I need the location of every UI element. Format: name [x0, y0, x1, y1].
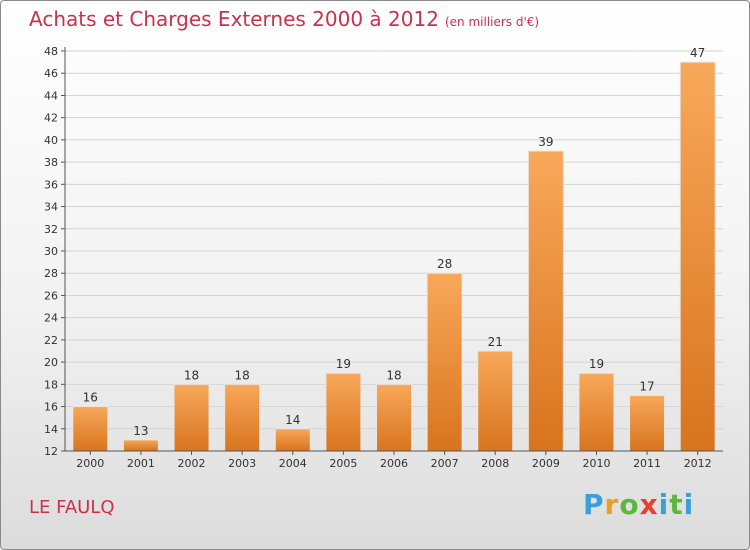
y-tick-label: 28 [44, 267, 58, 280]
bar [122, 439, 159, 452]
bar [679, 61, 716, 452]
logo-letter: o [619, 488, 640, 521]
data-label: 21 [488, 335, 503, 349]
bar [629, 394, 666, 452]
data-label: 47 [690, 46, 705, 60]
x-tick-label: 2000 [76, 457, 104, 470]
y-tick-label: 34 [44, 201, 58, 214]
y-tick-label: 20 [44, 356, 58, 369]
y-tick-label: 38 [44, 156, 58, 169]
x-tick-label: 2002 [178, 457, 206, 470]
data-label: 28 [437, 257, 452, 271]
y-tick-label: 42 [44, 112, 58, 125]
logo-letter: i [683, 488, 695, 521]
data-label: 18 [184, 368, 199, 382]
logo-letter: t [669, 488, 684, 521]
y-tick-label: 14 [44, 423, 58, 436]
y-tick-label: 46 [44, 67, 58, 80]
bar [578, 372, 615, 452]
bar [274, 428, 311, 452]
location-label: LE FAULQ [29, 497, 115, 518]
y-tick-label: 24 [44, 312, 58, 325]
x-tick-label: 2012 [684, 457, 712, 470]
logo-letter: i [658, 488, 670, 521]
chart-title-text: Achats et Charges Externes 2000 à 2012 [29, 7, 439, 31]
x-tick-label: 2008 [481, 457, 509, 470]
data-label: 16 [83, 391, 98, 405]
x-axis-ticks: 2000 2001 2002 2003 2004 2005 2006 2007 2008 2009… [76, 451, 712, 470]
x-tick-label: 2005 [329, 457, 357, 470]
x-tick-label: 2001 [127, 457, 155, 470]
y-tick-label: 12 [44, 445, 58, 458]
bar [173, 383, 210, 452]
y-tick-label: 40 [44, 134, 58, 147]
x-tick-label: 2003 [228, 457, 256, 470]
data-label: 19 [589, 357, 604, 371]
bars [72, 61, 716, 452]
bar [527, 150, 564, 452]
bar [325, 372, 362, 452]
data-label: 14 [285, 413, 300, 427]
data-label: 39 [538, 135, 553, 149]
chart-title: Achats et Charges Externes 2000 à 2012 (e… [29, 7, 539, 31]
y-tick-label: 32 [44, 223, 58, 236]
bar [426, 272, 463, 452]
y-tick-label: 26 [44, 289, 58, 302]
y-tick-label: 18 [44, 378, 58, 391]
data-label: 18 [235, 368, 250, 382]
logo-letter: x [639, 488, 659, 521]
y-tick-label: 48 [44, 45, 58, 58]
bar [224, 383, 261, 452]
x-tick-label: 2011 [633, 457, 661, 470]
data-label: 13 [133, 424, 148, 438]
x-tick-label: 2010 [582, 457, 610, 470]
data-label: 19 [336, 357, 351, 371]
bar [477, 350, 514, 452]
y-tick-label: 16 [44, 401, 58, 414]
axes [64, 47, 723, 452]
y-tick-label: 44 [44, 89, 58, 102]
data-label: 17 [639, 379, 654, 393]
bar [376, 383, 412, 452]
y-tick-label: 22 [44, 334, 58, 347]
x-tick-label: 2004 [279, 457, 307, 470]
logo-letter: P [583, 488, 605, 521]
x-tick-label: 2007 [431, 457, 459, 470]
logo-letter: r [604, 488, 620, 521]
x-tick-label: 2009 [532, 457, 560, 470]
y-axis-ticks: 12 14 16 18 20 22 24 26 28 30 32 34 36 38 40 42 44 46 48 [44, 45, 65, 458]
bar [72, 406, 109, 452]
data-label: 18 [386, 368, 401, 382]
y-tick-label: 36 [44, 178, 58, 191]
proxiti-logo: Proxiti [583, 488, 694, 521]
x-tick-label: 2006 [380, 457, 408, 470]
chart-subtitle: (en milliers d'€) [444, 15, 540, 29]
value-labels: 16 13 18 18 14 19 18 28 21 39 19 17 47 [83, 46, 706, 438]
y-tick-label: 30 [44, 245, 58, 258]
